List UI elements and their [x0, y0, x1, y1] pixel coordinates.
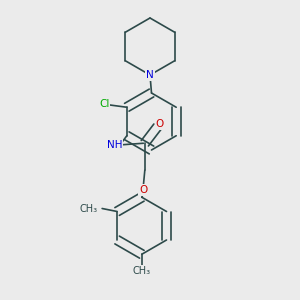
Text: O: O — [139, 185, 147, 195]
Text: Cl: Cl — [99, 99, 110, 109]
Text: O: O — [156, 119, 164, 129]
Text: CH₃: CH₃ — [80, 203, 98, 214]
Text: N: N — [146, 70, 154, 80]
Text: NH: NH — [107, 140, 123, 150]
Text: CH₃: CH₃ — [133, 266, 151, 276]
